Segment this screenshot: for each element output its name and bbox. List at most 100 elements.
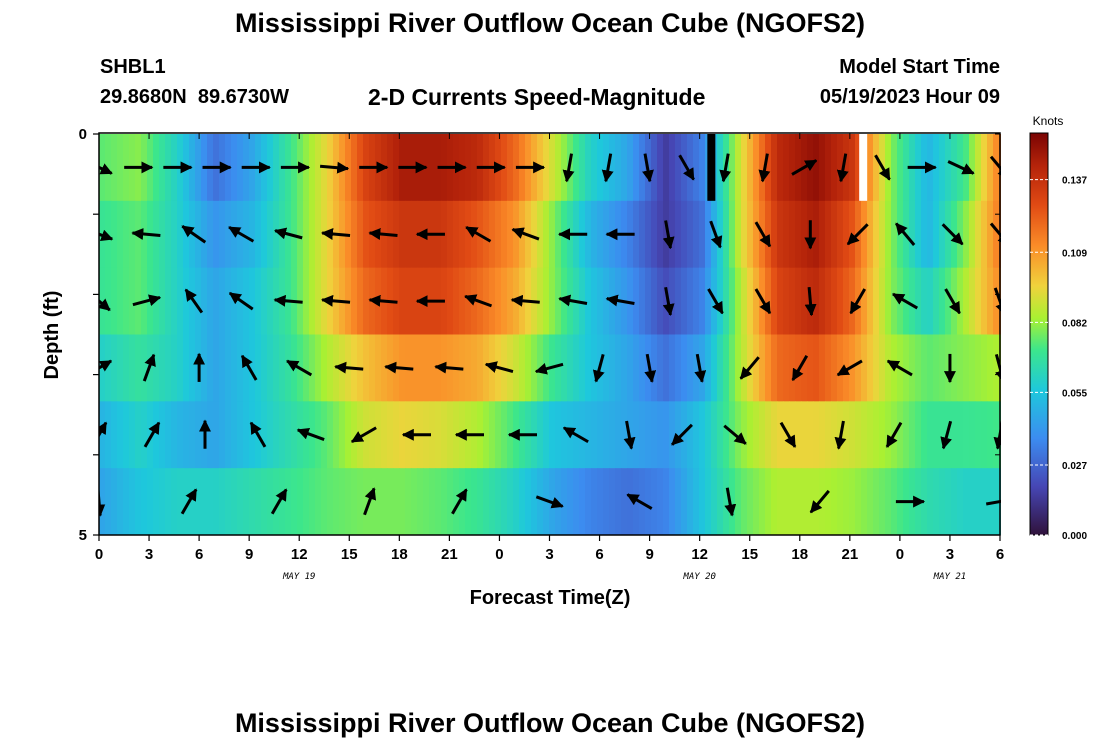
heatmap-cell bbox=[957, 334, 964, 402]
heatmap-cell bbox=[537, 401, 544, 469]
heatmap-cell bbox=[957, 267, 964, 336]
heatmap-cell bbox=[621, 134, 628, 202]
current-vector bbox=[707, 288, 724, 315]
current-vector bbox=[662, 287, 675, 317]
heatmap-cell bbox=[771, 200, 778, 269]
heatmap-cell bbox=[981, 468, 988, 535]
heatmap-cell bbox=[849, 267, 856, 336]
heatmap-cell bbox=[321, 401, 328, 469]
current-vector bbox=[626, 493, 653, 510]
heatmap-cell bbox=[939, 468, 946, 535]
heatmap-cell bbox=[627, 468, 634, 535]
heatmap-cell bbox=[699, 134, 706, 202]
current-vector bbox=[724, 487, 737, 517]
heatmap-cell bbox=[141, 468, 148, 535]
heatmap-cell bbox=[135, 468, 142, 535]
heatmap-cell bbox=[615, 134, 622, 202]
heatmap-cell bbox=[591, 468, 598, 535]
heatmap-cell bbox=[315, 401, 322, 469]
heatmap-cell bbox=[261, 267, 268, 336]
anomaly-marks bbox=[707, 134, 868, 201]
heatmap-cell bbox=[225, 334, 232, 402]
heatmap-cell bbox=[699, 267, 706, 336]
heatmap-cell bbox=[771, 468, 778, 535]
heatmap-cell bbox=[159, 468, 166, 535]
heatmap-cell bbox=[897, 200, 904, 269]
chart-title: Mississippi River Outflow Ocean Cube (NG… bbox=[234, 8, 866, 38]
heatmap-cell bbox=[501, 267, 508, 336]
heatmap-cell bbox=[489, 401, 496, 469]
heatmap-cell bbox=[663, 334, 670, 402]
heatmap-cell bbox=[675, 468, 682, 535]
heatmap-cell bbox=[891, 468, 898, 535]
heatmap-cell bbox=[525, 334, 532, 402]
heatmap-cell bbox=[99, 468, 106, 535]
heatmap-cell bbox=[405, 200, 412, 269]
heatmap-cell bbox=[351, 401, 358, 469]
current-vector bbox=[694, 353, 707, 383]
heatmap-cell bbox=[351, 134, 358, 202]
heatmap-cell bbox=[585, 134, 592, 202]
heatmap-cell bbox=[435, 401, 442, 469]
current-vector bbox=[754, 221, 772, 248]
heatmap-cell bbox=[183, 401, 190, 469]
heatmap-cell bbox=[921, 334, 928, 402]
heatmap-cell bbox=[219, 468, 226, 535]
heatmap-cell bbox=[111, 334, 118, 402]
current-vector bbox=[644, 353, 657, 383]
current-vector bbox=[678, 154, 695, 181]
heatmap-cell bbox=[651, 134, 658, 202]
heatmap-cell bbox=[195, 401, 202, 469]
heatmap-cell bbox=[267, 200, 274, 269]
heatmap-cell bbox=[807, 468, 814, 535]
heatmap-cell bbox=[903, 401, 910, 469]
heatmap-cell bbox=[783, 200, 790, 269]
heatmap-cell bbox=[789, 468, 796, 535]
heatmap-cell bbox=[663, 401, 670, 469]
heatmap-cell bbox=[471, 334, 478, 402]
current-vector bbox=[228, 291, 254, 311]
heatmap-cell bbox=[447, 267, 454, 336]
heatmap-cell bbox=[561, 468, 568, 535]
heatmap-cell bbox=[717, 134, 724, 202]
heatmap-cell bbox=[153, 267, 160, 336]
heatmap-cell bbox=[783, 267, 790, 336]
heatmap-cell bbox=[315, 134, 322, 202]
heatmap-cell bbox=[111, 200, 118, 269]
heatmap-cell bbox=[411, 334, 418, 402]
heatmap-cell bbox=[417, 334, 424, 402]
heatmap-cell bbox=[105, 401, 112, 469]
heatmap-cell bbox=[273, 134, 280, 202]
current-vector bbox=[723, 424, 747, 445]
heatmap-cell bbox=[639, 401, 646, 469]
heatmap-cell bbox=[387, 401, 394, 469]
heatmap-cell bbox=[993, 134, 1000, 202]
heatmap-cell bbox=[681, 267, 688, 336]
heatmap-cell bbox=[285, 334, 292, 402]
heatmap-cell bbox=[339, 401, 346, 469]
heatmap-cell bbox=[159, 200, 166, 269]
heatmap-cell bbox=[159, 401, 166, 469]
heatmap-cell bbox=[129, 468, 136, 535]
heatmap-cell bbox=[135, 401, 142, 469]
heatmap-cell bbox=[777, 267, 784, 336]
x-tick-label: 12 bbox=[291, 546, 308, 563]
heatmap-cell bbox=[603, 401, 610, 469]
heatmap-cell bbox=[255, 200, 262, 269]
heatmap-cell bbox=[363, 200, 370, 269]
heatmap-cell bbox=[465, 468, 472, 535]
heatmap-cell bbox=[183, 334, 190, 402]
current-vector bbox=[320, 227, 351, 240]
heatmap-cell bbox=[969, 468, 976, 535]
heatmap-cell bbox=[585, 267, 592, 336]
current-vector bbox=[286, 359, 313, 377]
heatmap-cell bbox=[465, 334, 472, 402]
heatmap-cell bbox=[237, 334, 244, 402]
heatmap-cell bbox=[225, 200, 232, 269]
heatmap-cell bbox=[807, 401, 814, 469]
heatmap-cell bbox=[309, 267, 316, 336]
anomaly-mark bbox=[859, 134, 868, 201]
heatmap-cell bbox=[177, 401, 184, 469]
current-vector bbox=[368, 227, 398, 240]
heatmap-cell bbox=[135, 334, 142, 402]
